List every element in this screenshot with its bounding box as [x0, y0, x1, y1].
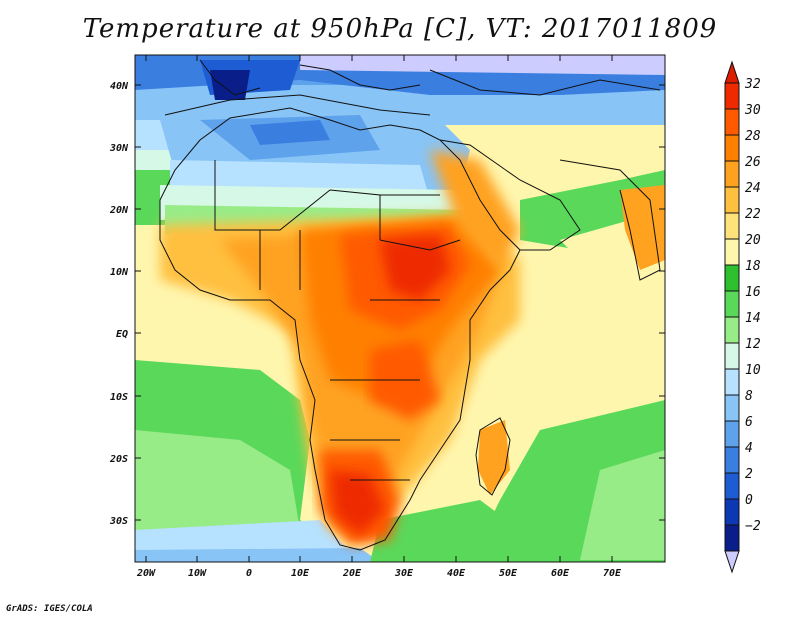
lon-label: 20W: [136, 568, 156, 579]
colorbar-box: [724, 524, 740, 552]
colorbar-label: 8: [745, 389, 753, 404]
lon-label: 30E: [394, 568, 414, 579]
colorbar-box: [724, 82, 740, 110]
lon-label: 70E: [603, 568, 622, 579]
lat-label: 10S: [110, 392, 128, 403]
colorbar: 32 30 28 26 24 22 20 18 16 14 12 10 8 6 …: [724, 60, 761, 574]
lon-label: 60E: [551, 568, 570, 579]
colorbar-label: 20: [745, 233, 761, 248]
colorbar-box: [724, 316, 740, 344]
colorbar-label: 10: [745, 363, 761, 378]
colorbar-box: [724, 160, 740, 188]
lat-label: 10N: [110, 267, 129, 278]
lat-label: 30S: [109, 516, 128, 527]
colorbar-box: [724, 290, 740, 318]
lat-label: 20S: [109, 454, 128, 465]
colorbar-box: [724, 472, 740, 500]
lat-label: 30N: [109, 143, 129, 154]
colorbar-label: 18: [745, 259, 761, 274]
colorbar-labels: 32 30 28 26 24 22 20 18 16 14 12 10 8 6 …: [744, 77, 761, 534]
colorbar-label: 0: [745, 493, 753, 508]
lon-label: 40E: [447, 568, 466, 579]
lon-label: 20E: [342, 568, 362, 579]
colorbar-box: [724, 212, 740, 240]
colorbar-label: 14: [745, 311, 761, 326]
colorbar-label: 32: [744, 77, 761, 92]
colorbar-bottom-arrow: [724, 550, 740, 574]
colorbar-top-arrow: [724, 60, 740, 84]
colorbar-box: [724, 264, 740, 292]
colorbar-box: [724, 394, 740, 422]
lat-label: EQ: [116, 329, 128, 340]
map-frame: [134, 54, 666, 563]
map-title: Temperature at 950hPa [C], VT: 201701180…: [82, 14, 718, 44]
coastlines: [159, 59, 661, 551]
colorbar-box: [724, 134, 740, 162]
lon-label: 10W: [188, 568, 207, 579]
colorbar-label: 4: [745, 441, 753, 456]
colorbar-box: [724, 238, 740, 266]
colorbar-box: [724, 368, 740, 396]
axis-ticks: [135, 55, 665, 562]
colorbar-label: 2: [745, 467, 753, 482]
lon-label: 50E: [499, 568, 518, 579]
lat-label: 20N: [109, 205, 129, 216]
colorbar-box: [724, 420, 740, 448]
colorbar-box: [724, 498, 740, 526]
colorbar-label: 28: [745, 129, 761, 144]
colorbar-box: [724, 342, 740, 370]
latitude-labels: 40N 30N 20N 10N EQ 10S 20S 30S: [109, 81, 129, 527]
colorbar-box: [724, 446, 740, 474]
colorbar-label: 24: [745, 181, 761, 196]
colorbar-boxes: [724, 82, 740, 552]
longitude-labels: 20W 10W 0 10E 20E 30E 40E 50E 60E 70E: [136, 568, 622, 579]
colorbar-label: 16: [745, 285, 761, 300]
lon-label: 10E: [291, 568, 310, 579]
colorbar-label: 12: [745, 337, 761, 352]
lon-label: 0: [246, 568, 252, 579]
lat-label: 40N: [110, 81, 129, 92]
colorbar-box: [724, 186, 740, 214]
colorbar-label: −2: [745, 519, 761, 534]
temperature-field: [135, 55, 665, 562]
colorbar-label: 26: [745, 155, 761, 170]
colorbar-label: 22: [745, 207, 761, 222]
colorbar-box: [724, 108, 740, 136]
grads-credit: GrADS: IGES/COLA: [6, 604, 93, 614]
colorbar-label: 30: [744, 103, 761, 118]
colorbar-label: 6: [745, 415, 753, 430]
